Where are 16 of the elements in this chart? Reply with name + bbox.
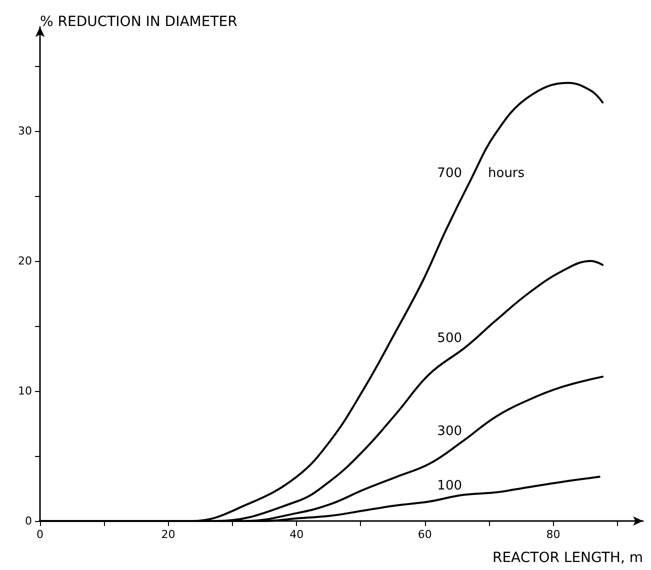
series-label: 700 [437, 166, 462, 182]
x-tick-label: 20 [161, 528, 176, 541]
x-tick-label: 80 [546, 528, 560, 541]
series-label: 500 [437, 331, 462, 346]
x-tick-label: 0 [36, 528, 44, 541]
y-tick-label: 20 [18, 254, 32, 268]
annotation: hours [488, 166, 525, 182]
x-tick-label: 60 [418, 528, 432, 541]
x-axis-title: REACTOR LENGTH, m [492, 550, 643, 566]
x-tick-label: 40 [290, 528, 304, 541]
series-label: 300 [437, 424, 462, 440]
y-tick-label: 10 [18, 384, 32, 398]
y-tick-label: 0 [25, 514, 32, 528]
y-tick-label: 30 [18, 124, 32, 138]
y-axis-title: % REDUCTION IN DIAMETER [40, 14, 238, 30]
series-label: 100 [437, 478, 462, 494]
